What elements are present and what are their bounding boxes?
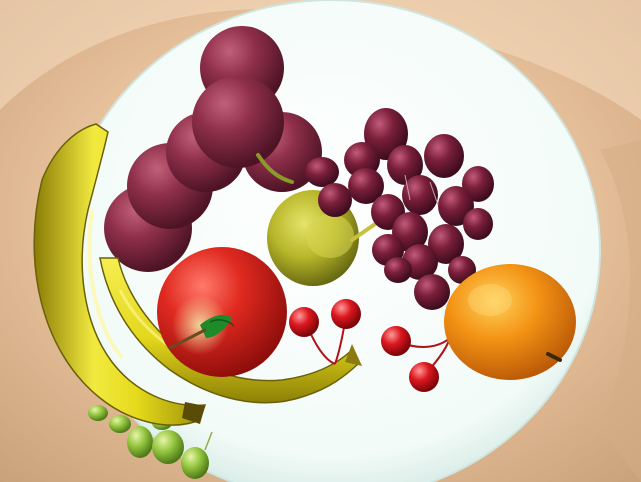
plums [104, 26, 322, 272]
orange [444, 264, 576, 380]
apple [157, 247, 287, 377]
grapes [305, 108, 494, 310]
